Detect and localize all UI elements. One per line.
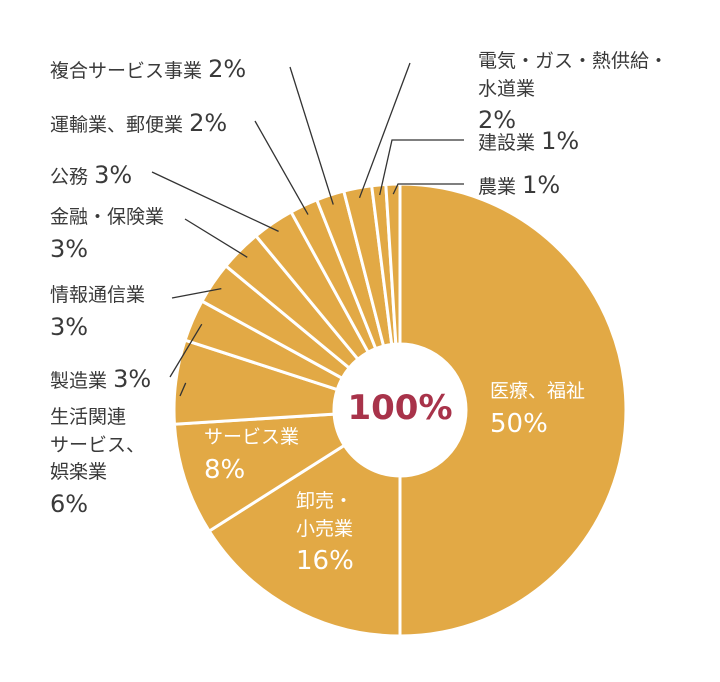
value-label: 6% [50, 489, 89, 518]
slice-label: サービス業 8% [204, 424, 299, 489]
value-label: 1% [522, 171, 561, 199]
leader-line [379, 139, 464, 196]
value-label: 3% [50, 312, 89, 341]
category-label: 生活関連 サービス、 娯楽業 [50, 406, 146, 484]
center-label: 100% [347, 388, 453, 428]
value-label: 3% [50, 234, 89, 263]
category-label: 運輸業、郵便業 [50, 114, 184, 136]
slice-label: 卸売・ 小売業 16% [296, 488, 354, 581]
category-label: 複合サービス事業 [50, 60, 203, 82]
slice-label: 金融・保険業 3% [50, 204, 164, 266]
value-label: 2% [208, 55, 247, 83]
leader-line [289, 66, 334, 205]
value-label: 1% [541, 127, 580, 155]
leader-line [179, 382, 187, 397]
category-label: 卸売・ 小売業 [296, 490, 354, 540]
value-label: 3% [94, 161, 133, 189]
value-label: 2% [189, 109, 228, 137]
leader-line [169, 323, 203, 378]
category-label: 情報通信業 [50, 284, 146, 306]
leader-line [151, 171, 279, 232]
value-label: 2% [478, 106, 517, 135]
category-label: 公務 [50, 166, 89, 188]
category-label: サービス業 [204, 426, 300, 448]
leader-line [171, 287, 222, 299]
slice-label: 農業 1% [478, 168, 560, 203]
slice-label: 複合サービス事業 2% [50, 52, 246, 87]
donut-hole [334, 344, 466, 476]
value-label: 16% [296, 546, 354, 577]
value-label: 50% [490, 408, 548, 439]
category-label: 医療、福祉 [490, 380, 586, 402]
slice-label: 情報通信業 3% [50, 282, 145, 344]
slice-label: 運輸業、郵便業 2% [50, 106, 227, 141]
slice-label: 生活関連 サービス、 娯楽業 6% [50, 404, 145, 521]
leader-line [392, 183, 464, 195]
slice-label: 医療、福祉 50% [490, 378, 585, 443]
leader-line [358, 62, 411, 199]
leader-line [184, 218, 248, 258]
category-label: 農業 [478, 176, 517, 198]
value-label: 8% [204, 454, 246, 485]
slice-label: 電気・ガス・熱供給・ 水道業 2% [478, 48, 668, 138]
leader-line [254, 120, 309, 215]
slice-label: 建設業 1% [478, 124, 579, 159]
category-label: 建設業 [478, 132, 536, 154]
slice-label: 製造業 3% [50, 362, 151, 397]
category-label: 金融・保険業 [50, 206, 165, 228]
category-label: 電気・ガス・熱供給・ 水道業 [478, 50, 669, 100]
value-label: 3% [113, 365, 152, 393]
category-label: 製造業 [50, 370, 108, 392]
slice-label: 公務 3% [50, 158, 132, 193]
